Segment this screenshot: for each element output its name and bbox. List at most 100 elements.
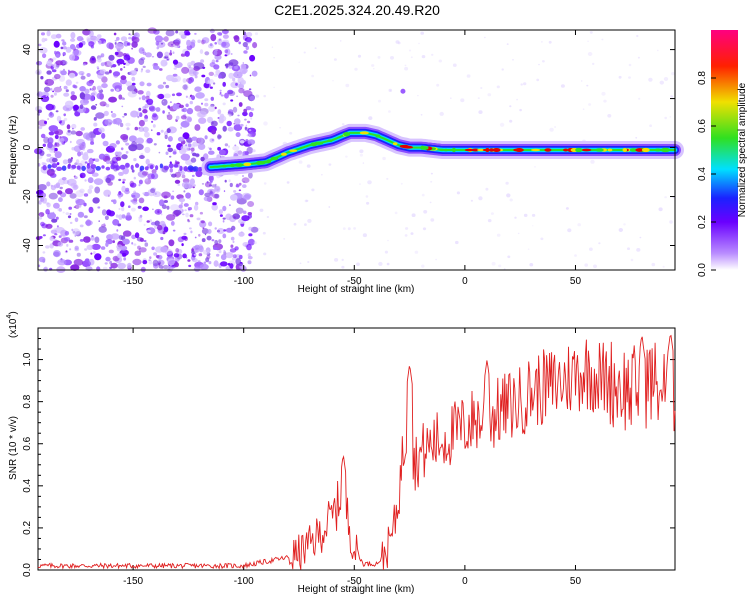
faint-noise-blob (307, 218, 312, 223)
noise-blob (47, 118, 49, 120)
noise-blob (85, 258, 90, 263)
noise-blob (153, 143, 157, 146)
noise-blob (238, 41, 241, 45)
faint-noise-blob (490, 212, 494, 215)
line-blob (149, 164, 154, 170)
faint-noise-blob (531, 213, 536, 217)
faint-noise-blob (501, 68, 504, 71)
faint-noise-blob (507, 255, 511, 259)
noise-blob (37, 109, 42, 114)
noise-blob (171, 93, 176, 97)
noise-blob (220, 94, 224, 97)
noise-blob (224, 179, 227, 183)
spec-y-tick-label: -20 (22, 189, 33, 204)
noise-blob (207, 146, 210, 149)
noise-blob (180, 145, 189, 153)
faint-noise-blob (670, 95, 674, 98)
noise-blob (90, 105, 97, 110)
noise-blob (170, 221, 175, 226)
noise-blob (42, 234, 46, 237)
line-blob (51, 163, 58, 169)
noise-blob (118, 124, 120, 126)
noise-blob (180, 202, 184, 205)
noise-blob (120, 78, 127, 85)
noise-blob (238, 189, 242, 192)
noise-blob (227, 127, 234, 132)
faint-noise-blob (618, 228, 623, 232)
noise-blob (138, 184, 141, 187)
noise-blob (152, 124, 156, 128)
noise-blob (172, 190, 175, 193)
noise-blob (87, 188, 93, 194)
noise-blob (55, 60, 63, 66)
noise-blob (43, 86, 51, 93)
faint-noise-blob (263, 94, 267, 98)
noise-blob (212, 202, 217, 206)
noise-blob (92, 85, 96, 91)
noise-blob (231, 225, 236, 231)
noise-blob (106, 160, 111, 165)
noise-blob (123, 113, 127, 116)
ridge-hotspot (314, 141, 324, 145)
noise-blob (57, 258, 67, 266)
noise-blob (235, 184, 240, 188)
noise-blob (70, 94, 77, 101)
noise-blob (70, 157, 73, 160)
noise-blob (230, 81, 240, 89)
faint-noise-blob (470, 199, 473, 202)
faint-noise-blob (311, 74, 314, 78)
noise-blob (227, 263, 231, 266)
noise-blob (238, 102, 243, 107)
noise-blob (55, 142, 60, 148)
line-blob (125, 162, 130, 168)
noise-blob (56, 115, 62, 122)
ridge-hotspot (575, 147, 583, 153)
noise-blob (250, 226, 259, 233)
noise-blob (190, 230, 193, 234)
faint-noise-blob (527, 248, 530, 250)
noise-blob (139, 155, 145, 159)
faint-noise-blob (421, 264, 425, 268)
noise-blob (220, 254, 227, 261)
line-blob (155, 165, 159, 171)
colorbar-label: Normalized spectral amplitude (737, 82, 748, 217)
noise-blob (219, 113, 225, 120)
colorbar: 0.0 0.2 0.4 0.6 0.8 Normalized spectral ampl… (697, 30, 748, 277)
noise-blob (232, 145, 240, 151)
noise-blob (118, 195, 122, 199)
faint-noise-blob (359, 153, 363, 157)
noise-blob (114, 39, 118, 42)
noise-blob (211, 239, 215, 242)
noise-blob (117, 192, 124, 198)
noise-blob (139, 214, 143, 218)
noise-blob (99, 101, 107, 107)
line-blob (110, 164, 116, 170)
noise-blob (197, 244, 203, 251)
noise-blob (128, 205, 131, 208)
noise-blob (63, 113, 66, 117)
faint-noise-blob (328, 163, 332, 166)
noise-blob (62, 119, 66, 123)
noise-blob (137, 205, 142, 209)
noise-blob (135, 143, 144, 151)
noise-blob (75, 159, 80, 165)
noise-blob (191, 39, 196, 45)
noise-blob (69, 248, 72, 251)
svg-text:(x104): (x104) (6, 311, 19, 338)
noise-blob (234, 246, 239, 251)
faint-noise-blob (669, 116, 672, 118)
noise-blob (60, 46, 64, 50)
faint-noise-blob (519, 108, 522, 112)
noise-blob (79, 86, 86, 92)
noise-blob (82, 63, 86, 66)
noise-blob (105, 177, 111, 183)
noise-blob (248, 226, 253, 231)
noise-blob (67, 129, 71, 133)
noise-blob (125, 151, 129, 154)
noise-blob (58, 208, 62, 212)
noise-blob (195, 92, 205, 99)
noise-blob (53, 250, 61, 258)
noise-blob (182, 132, 190, 140)
noise-blob (89, 88, 92, 91)
noise-blob (178, 197, 186, 203)
